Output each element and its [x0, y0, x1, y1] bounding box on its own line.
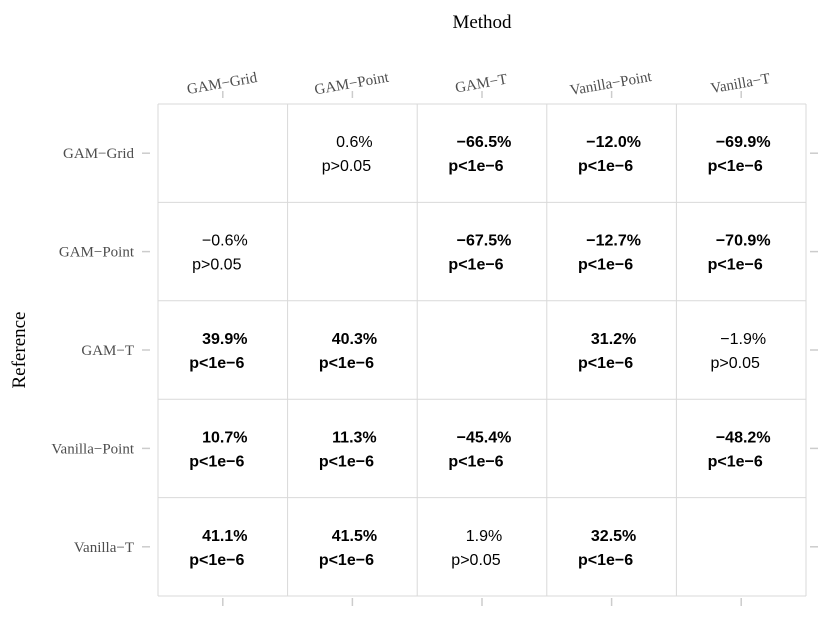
matrix-cells: 0.6% p>0.05 −66.5% p<1e−6 −12.0% p<1e−6 −69.9%…	[189, 134, 770, 569]
cell-percent-label: −66.5%	[457, 134, 512, 151]
row-label: Vanilla−T	[74, 540, 134, 556]
cell-percent-label: −0.6%	[202, 233, 248, 250]
cell-pvalue-label: p<1e−6	[708, 158, 763, 175]
cell-pvalue-label: p<1e−6	[578, 158, 633, 175]
cell-percent-label: 39.9%	[202, 331, 247, 348]
cell-pvalue-label: p<1e−6	[448, 453, 503, 470]
cell-pvalue-label: p<1e−6	[319, 453, 374, 470]
cell-pvalue-label: p<1e−6	[319, 355, 374, 372]
cell-percent-label: −45.4%	[457, 429, 512, 446]
cell-percent-label: 0.6%	[336, 134, 372, 151]
cell-pvalue-label: p<1e−6	[708, 257, 763, 274]
cell-percent-label: 10.7%	[202, 429, 247, 446]
row-label: GAM−Grid	[63, 146, 134, 162]
row-labels: GAM−Grid GAM−Point GAM−T Vanilla−Point Vanil…	[51, 146, 134, 556]
cell-pvalue-label: p<1e−6	[189, 552, 244, 569]
cell-pvalue-label: p<1e−6	[189, 453, 244, 470]
cell-percent-label: −48.2%	[716, 429, 771, 446]
cell-pvalue-label: p>0.05	[451, 552, 500, 569]
cell-percent-label: −70.9%	[716, 233, 771, 250]
axis-ticks	[142, 91, 818, 606]
y-axis-title: Reference	[9, 312, 30, 389]
cell-percent-label: 41.1%	[202, 528, 247, 545]
cell-percent-label: 31.2%	[591, 331, 636, 348]
cell-pvalue-label: p<1e−6	[319, 552, 374, 569]
row-label: GAM−Point	[59, 245, 135, 261]
cell-pvalue-label: p>0.05	[711, 355, 760, 372]
cell-pvalue-label: p<1e−6	[448, 158, 503, 175]
cell-percent-label: −69.9%	[716, 134, 771, 151]
cell-pvalue-label: p<1e−6	[189, 355, 244, 372]
cell-percent-label: 41.5%	[332, 528, 377, 545]
row-label: GAM−T	[81, 343, 134, 359]
cell-percent-label: −12.0%	[586, 134, 641, 151]
grid-lines	[157, 103, 807, 597]
cell-percent-label: −12.7%	[586, 233, 641, 250]
row-label: Vanilla−Point	[51, 441, 134, 457]
cell-percent-label: 40.3%	[332, 331, 377, 348]
cell-percent-label: 11.3%	[332, 429, 376, 446]
cell-pvalue-label: p>0.05	[322, 158, 371, 175]
cell-pvalue-label: p>0.05	[192, 257, 241, 274]
column-labels: GAM−Grid GAM−Point GAM−T Vanilla−Point Vanil…	[186, 69, 772, 99]
x-axis-title: Method	[452, 12, 512, 33]
cell-pvalue-label: p<1e−6	[448, 257, 503, 274]
cell-pvalue-label: p<1e−6	[578, 355, 633, 372]
cell-percent-label: −67.5%	[457, 233, 512, 250]
cell-pvalue-label: p<1e−6	[708, 453, 763, 470]
cell-percent-label: 32.5%	[591, 528, 636, 545]
cell-pvalue-label: p<1e−6	[578, 552, 633, 569]
cell-percent-label: 1.9%	[466, 528, 502, 545]
cell-percent-label: −1.9%	[720, 331, 766, 348]
cell-pvalue-label: p<1e−6	[578, 257, 633, 274]
